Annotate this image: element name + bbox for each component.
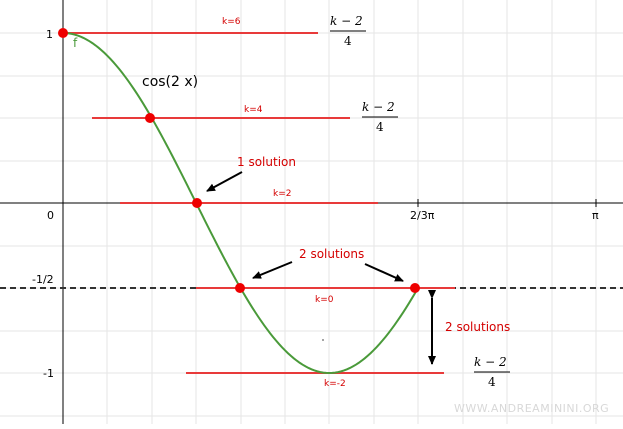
fraction-k6-denominator: 4: [344, 34, 352, 48]
k-label-0: k=0: [315, 295, 334, 305]
fraction-kminus2: k − 2 4: [474, 355, 510, 389]
point-k4: [145, 113, 155, 123]
fraction-kminus2-numerator: k − 2: [474, 355, 507, 369]
fraction-k6: k − 2 4: [330, 14, 366, 48]
arrow-two-solutions-left: [252, 261, 293, 279]
y-tick-minus-half: -1/2: [32, 273, 54, 286]
y-tick-minus-1: -1: [43, 367, 54, 380]
k-label-2: k=2: [273, 189, 291, 199]
arrow-one-solution: [206, 171, 243, 192]
fraction-k4: k − 2 4: [362, 100, 398, 134]
x-tick-2-3pi: 2/3π: [410, 209, 435, 222]
y-tick-1: 1: [46, 28, 53, 41]
x-tick-0: 0: [47, 209, 54, 222]
annotation-two-solutions-side: 2 solutions: [445, 320, 510, 334]
fraction-kminus2-denominator: 4: [488, 375, 496, 389]
curve-name-f: f: [73, 36, 78, 50]
fraction-k4-numerator: k − 2: [362, 100, 395, 114]
k-label-minus2: k=-2: [324, 379, 346, 389]
fraction-k6-numerator: k − 2: [330, 14, 363, 28]
curve-label: cos(2 x): [142, 74, 198, 90]
k-label-4: k=4: [244, 105, 263, 115]
small-dot: [322, 339, 324, 341]
point-k6: [58, 28, 68, 38]
watermark: WWW.ANDREAMININI.ORG: [454, 402, 609, 415]
k-label-6: k=6: [222, 17, 241, 27]
fraction-k4-denominator: 4: [376, 120, 384, 134]
point-k0-left: [235, 283, 245, 293]
point-k2: [192, 198, 202, 208]
point-k0-right: [410, 283, 420, 293]
x-tick-pi: π: [592, 209, 599, 222]
annotation-two-solutions-top: 2 solutions: [299, 247, 364, 261]
arrow-two-solutions-right: [364, 263, 404, 282]
annotation-one-solution: 1 solution: [237, 155, 296, 169]
